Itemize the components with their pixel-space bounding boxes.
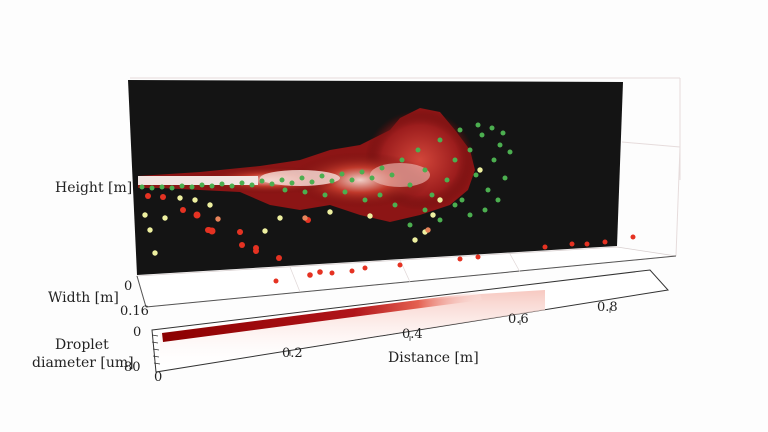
- distance-axis-label: Distance [m]: [388, 350, 479, 366]
- distance-tick-02: 0.2: [282, 346, 303, 361]
- droplet-tick-0: 0: [133, 325, 142, 340]
- diameter-heatmap: [151, 269, 669, 373]
- distance-tick-0: 0: [154, 370, 163, 385]
- droplet-axis-label-line1: Droplet: [55, 337, 109, 353]
- orange-droplets: [215, 215, 431, 233]
- floor-droplets: [273, 234, 636, 284]
- vapor-plume: [138, 108, 475, 222]
- width-tick-0: 0: [124, 279, 133, 294]
- droplet-axis-label-line2: diameter [um]: [32, 355, 134, 371]
- distance-tick-06: 0.6: [508, 312, 529, 327]
- width-tick-016: 0.16: [120, 304, 149, 319]
- droplet-tick-80: 80: [124, 360, 141, 375]
- distance-tick-04: 0.4: [402, 327, 423, 342]
- height-axis-label: Height [m]: [55, 180, 133, 196]
- floor-plane: [136, 246, 677, 308]
- distance-tick-08: 0.8: [597, 300, 618, 315]
- yellow-droplets: [142, 167, 483, 256]
- red-droplets: [145, 193, 311, 261]
- width-axis-label: Width [m]: [48, 290, 119, 306]
- green-droplets: [139, 122, 513, 228]
